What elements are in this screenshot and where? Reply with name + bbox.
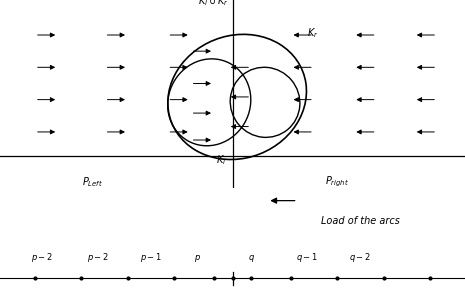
Text: Load of the arcs: Load of the arcs xyxy=(321,216,400,226)
Text: $P_{right}$: $P_{right}$ xyxy=(325,175,349,189)
Text: $K_r$: $K_r$ xyxy=(307,26,319,40)
Text: $p-1$: $p-1$ xyxy=(140,251,162,264)
Text: $q-2$: $q-2$ xyxy=(349,251,372,264)
Text: $p-2$: $p-2$ xyxy=(86,251,109,264)
Text: $p-2$: $p-2$ xyxy=(31,251,53,264)
Text: $K_l \cup K_r$: $K_l \cup K_r$ xyxy=(199,0,229,8)
Text: $K_l$: $K_l$ xyxy=(216,154,226,167)
Text: $p$: $p$ xyxy=(194,253,201,264)
Text: $q-1$: $q-1$ xyxy=(296,251,318,264)
Text: $q$: $q$ xyxy=(247,253,255,264)
Text: $P_{Left}$: $P_{Left}$ xyxy=(82,175,104,189)
